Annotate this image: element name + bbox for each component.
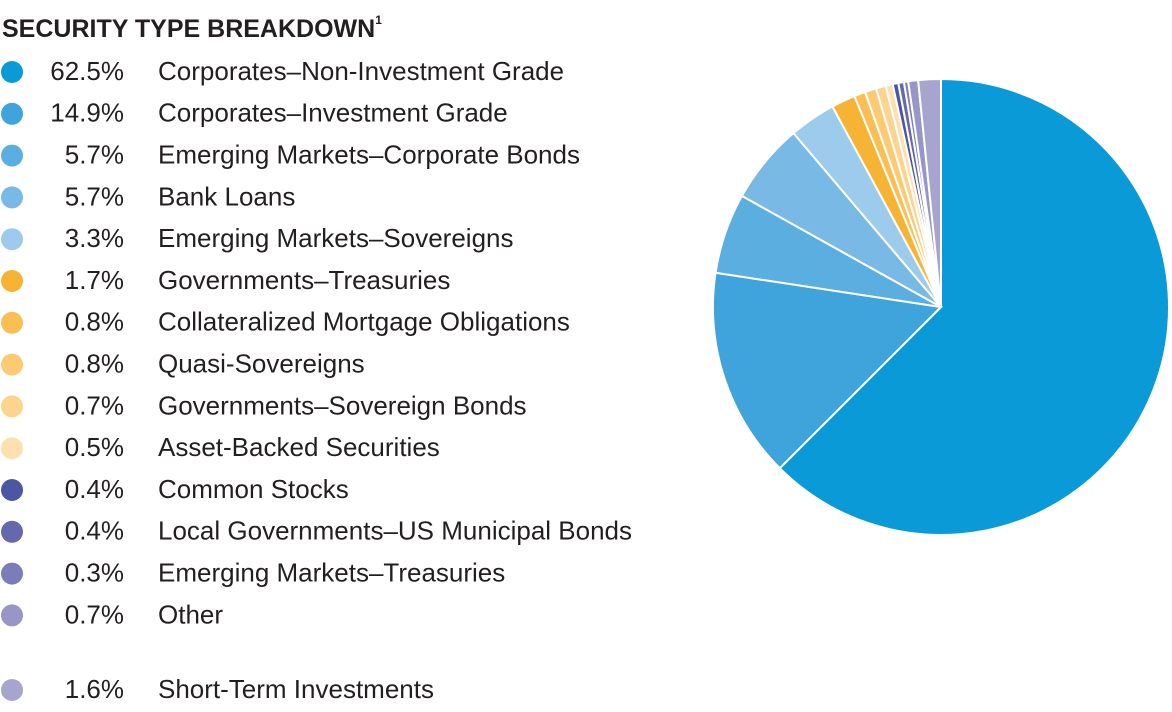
legend-swatch [1, 562, 23, 585]
legend-label: Emerging Markets–Treasuries [158, 557, 505, 587]
legend-swatch [1, 353, 23, 376]
legend-label: Emerging Markets–Sovereigns [158, 223, 514, 253]
legend-value: 0.7% [65, 390, 124, 420]
legend-label: Short-Term Investments [158, 674, 434, 704]
legend-swatch [1, 61, 23, 83]
legend-swatch [1, 520, 23, 543]
legend-value: 0.8% [65, 348, 124, 378]
legend-swatch [1, 270, 23, 292]
legend-value: 0.7% [65, 599, 124, 629]
legend-label: Asset-Backed Securities [158, 432, 440, 462]
legend-swatch [1, 102, 23, 125]
legend-label: Emerging Markets–Corporate Bonds [158, 139, 580, 169]
legend-swatch [1, 679, 23, 701]
legend-label: Collateralized Mortgage Obligations [158, 307, 570, 337]
legend-swatch [1, 311, 23, 334]
legend-label: Local Governments–US Municipal Bonds [158, 516, 632, 546]
legend-value: 0.4% [65, 516, 124, 546]
legend-label: Common Stocks [158, 474, 349, 504]
pie-slice [712, 271, 944, 470]
legend-label: Other [158, 599, 223, 629]
title-superscript: 1 [375, 13, 382, 27]
pie-slice [778, 77, 1170, 536]
legend-label: Bank Loans [158, 181, 295, 211]
legend-value: 0.3% [65, 557, 124, 587]
legend-value: 0.4% [65, 474, 124, 504]
legend-swatch [1, 144, 23, 167]
legend-value: 5.7% [65, 139, 124, 169]
legend-swatch [1, 186, 23, 209]
legend-value: 0.8% [65, 307, 124, 337]
pie-slice [917, 77, 942, 308]
legend-swatch [1, 228, 23, 251]
legend-label: Governments–Treasuries [158, 265, 450, 295]
legend-value: 14.9% [50, 98, 124, 128]
legend-label: Corporates–Non-Investment Grade [158, 56, 564, 86]
legend-swatch [1, 479, 23, 501]
legend-value: 1.7% [65, 265, 124, 295]
legend-value: 62.5% [50, 56, 124, 86]
legend-value: 1.6% [65, 674, 124, 704]
legend-label: Governments–Sovereign Bonds [158, 390, 527, 420]
legend-swatch [1, 604, 23, 627]
legend-value: 3.3% [65, 223, 124, 253]
legend-swatch [1, 395, 23, 418]
legend-value: 5.7% [65, 181, 124, 211]
chart-title: SECURITY TYPE BREAKDOWN1 [2, 13, 382, 42]
legend-label: Corporates–Investment Grade [158, 98, 508, 128]
title-text: SECURITY TYPE BREAKDOWN [2, 15, 375, 43]
legend-label: Quasi-Sovereigns [158, 348, 365, 378]
legend-value: 0.5% [65, 432, 124, 462]
legend-swatch [1, 437, 23, 460]
